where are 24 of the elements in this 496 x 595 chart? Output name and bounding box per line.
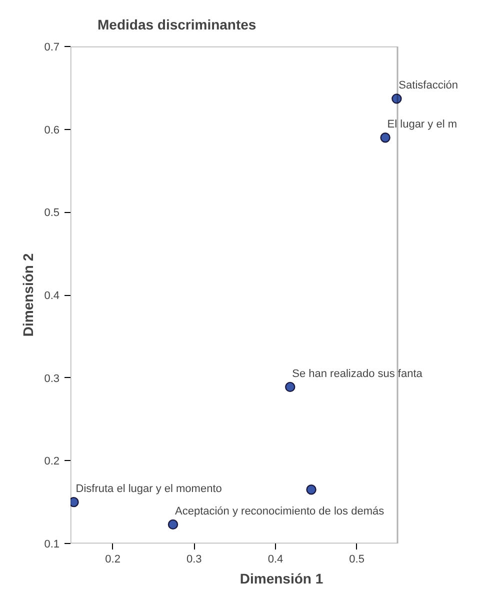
x-tick-label: 0.2 <box>105 554 120 566</box>
y-tick-label: 0.4 <box>44 290 60 302</box>
annotation: El lugar y el m <box>387 118 457 131</box>
y-tick-label: 0.5 <box>44 207 60 220</box>
point <box>380 132 390 143</box>
point <box>306 484 316 495</box>
annotation: Se han realizado sus fanta <box>292 368 424 380</box>
point <box>168 519 178 530</box>
y-tick-label: 0.6 <box>44 124 60 136</box>
x-tick-label: 0.4 <box>268 554 284 566</box>
y-tick-label: 0.1 <box>44 538 60 550</box>
point <box>392 94 402 104</box>
chart-title: Medidas discriminantes <box>98 16 256 32</box>
annotation: Aceptación y reconocimiento de los demás <box>174 505 385 518</box>
x-tick-label: 0.5 <box>349 554 364 566</box>
y-tick-label: 0.7 <box>44 42 60 54</box>
annotation: Disfruta el lugar y el momento <box>76 483 222 496</box>
y-axis-title: Dimensión 2 <box>20 253 36 337</box>
point <box>285 382 296 392</box>
y-tick-label: 0.2 <box>44 456 60 468</box>
y-tick-label: 0.3 <box>44 372 60 385</box>
x-axis-title: Dimensión 1 <box>240 570 324 586</box>
annotation: Satisfacción <box>398 80 458 92</box>
x-tick-label: 0.3 <box>186 554 202 566</box>
